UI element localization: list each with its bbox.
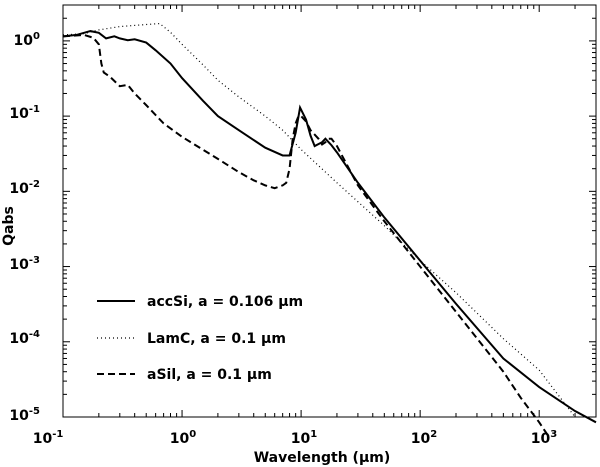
- y-tick-label-3: 10-3: [9, 255, 40, 273]
- y-tick-label-5: 10-1: [9, 104, 40, 122]
- series-layer: [62, 22, 597, 438]
- x-tick-label-2: 100: [170, 429, 196, 447]
- x-tick-labels: 10-1 100 101 102 103: [33, 429, 558, 447]
- plot-frame: [62, 4, 597, 418]
- y-tick-label-1: 10-5: [9, 406, 40, 424]
- y-tick-label-6: 100: [14, 31, 40, 49]
- legend-label-asil: aSil, a = 0.1 μm: [147, 367, 272, 383]
- x-axis-label: Wavelength (μm): [254, 450, 391, 466]
- x-tick-label-1: 10-1: [33, 429, 64, 447]
- legend-label-lamc: LamC, a = 0.1 μm: [147, 331, 286, 347]
- legend: accSi, a = 0.106 μm LamC, a = 0.1 μm aSi…: [97, 294, 303, 383]
- x-tick-label-5: 103: [531, 429, 557, 447]
- series-line-lamc: [62, 22, 576, 418]
- y-axis-label: Qabs: [1, 206, 17, 246]
- x-tick-label-3: 101: [291, 429, 317, 447]
- y-tick-label-2: 10-4: [9, 329, 40, 347]
- tick-layer: [62, 4, 597, 418]
- legend-label-accsi: accSi, a = 0.106 μm: [147, 294, 303, 310]
- series-line-asil: [62, 33, 550, 438]
- y-tick-label-4: 10-2: [9, 179, 40, 197]
- x-tick-label-4: 102: [411, 429, 437, 447]
- y-tick-labels: 10-5 10-4 10-3 10-2 10-1 100: [9, 31, 40, 424]
- series-line-accsi: [62, 30, 597, 424]
